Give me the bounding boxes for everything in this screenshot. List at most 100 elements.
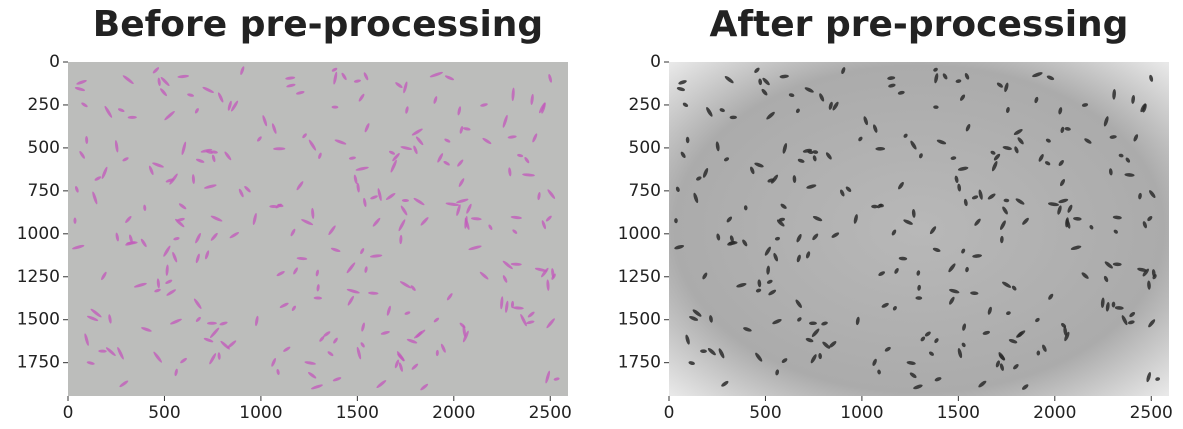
speck xyxy=(832,101,839,111)
speck xyxy=(115,232,119,242)
speck xyxy=(1034,96,1039,104)
speck xyxy=(1104,261,1113,269)
speck xyxy=(898,256,908,261)
speck xyxy=(522,173,535,177)
speck xyxy=(831,232,840,238)
speck xyxy=(768,289,777,296)
speck xyxy=(828,101,833,110)
speck xyxy=(84,333,89,346)
speck xyxy=(700,349,707,353)
speck xyxy=(488,224,493,230)
speck xyxy=(948,263,956,273)
speck xyxy=(462,127,471,131)
speck xyxy=(271,357,276,367)
speck xyxy=(457,106,462,116)
speck xyxy=(114,140,119,153)
speck xyxy=(750,166,755,175)
y-tick-label: 750 xyxy=(28,181,60,201)
speck xyxy=(206,321,217,325)
speck xyxy=(104,105,113,118)
speck xyxy=(693,192,699,204)
image xyxy=(669,62,1169,396)
x-tick-label: 2000 xyxy=(1033,403,1076,423)
speck xyxy=(334,139,347,145)
speck xyxy=(547,189,556,199)
speck xyxy=(1058,198,1069,204)
speck xyxy=(915,296,923,300)
speck xyxy=(1045,138,1051,143)
speck xyxy=(781,358,788,364)
speck xyxy=(372,217,381,227)
speck xyxy=(1124,173,1135,177)
speck xyxy=(276,368,280,376)
speck xyxy=(353,174,358,184)
speck xyxy=(825,152,832,160)
speck xyxy=(368,291,379,295)
speck xyxy=(877,369,881,375)
speck xyxy=(400,205,408,216)
speck xyxy=(101,166,108,180)
speck xyxy=(301,219,314,226)
speck xyxy=(376,380,387,389)
speck xyxy=(724,75,734,84)
speck xyxy=(1089,224,1094,230)
speck xyxy=(961,248,966,254)
speck xyxy=(916,270,921,276)
speck xyxy=(101,271,107,281)
speck xyxy=(398,362,403,372)
speck xyxy=(1006,311,1011,316)
speck xyxy=(81,102,88,108)
speck xyxy=(819,93,825,102)
speck xyxy=(993,153,1001,161)
y-tick-label: 500 xyxy=(629,138,661,158)
speck xyxy=(482,137,492,145)
speck xyxy=(1058,107,1063,115)
speck xyxy=(897,90,905,95)
speck xyxy=(965,123,971,132)
speck xyxy=(1081,103,1089,107)
speck xyxy=(1067,204,1073,213)
speck xyxy=(863,116,869,126)
speck xyxy=(1016,330,1026,338)
x-tick-label: 1000 xyxy=(840,403,883,423)
speck xyxy=(310,384,323,390)
speck xyxy=(219,321,228,326)
speck xyxy=(399,281,412,289)
speck xyxy=(928,351,934,356)
speck xyxy=(140,238,147,248)
speck xyxy=(210,215,223,222)
speck xyxy=(502,114,508,128)
y-tick-label: 0 xyxy=(49,52,60,72)
speck xyxy=(456,204,461,216)
speck xyxy=(1048,293,1054,300)
speck xyxy=(217,352,221,360)
y-tick-label: 1250 xyxy=(618,267,661,287)
speck xyxy=(954,175,959,184)
speck xyxy=(308,139,317,151)
speck xyxy=(512,229,518,234)
speck xyxy=(688,361,695,365)
speck xyxy=(1109,135,1117,139)
speck xyxy=(754,67,760,73)
speck xyxy=(934,377,942,382)
speck xyxy=(1058,160,1064,167)
speck xyxy=(871,204,879,209)
speck xyxy=(133,282,147,288)
speck xyxy=(987,193,996,200)
speck xyxy=(1065,219,1071,229)
speck xyxy=(403,81,408,94)
speck xyxy=(743,327,752,332)
speck xyxy=(963,198,968,207)
speck xyxy=(955,79,962,83)
speck xyxy=(881,302,889,308)
speck xyxy=(295,91,305,95)
speck xyxy=(754,162,764,168)
speck xyxy=(271,123,277,134)
speck xyxy=(821,321,828,326)
speck xyxy=(507,135,517,139)
speck xyxy=(1151,269,1156,278)
speck xyxy=(1064,331,1070,342)
speck xyxy=(729,235,734,243)
speck xyxy=(1103,116,1109,127)
